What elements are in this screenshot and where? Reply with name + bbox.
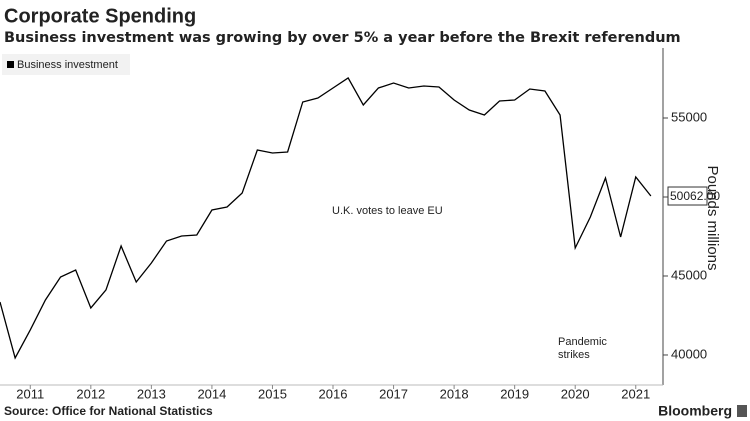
y-tick-label: 45000 [671, 267, 707, 282]
legend-label: Business investment [17, 59, 118, 71]
x-tick-label: 2018 [440, 386, 469, 401]
y-tick-label: 40000 [671, 346, 707, 361]
annotation: Pandemic strikes [558, 336, 607, 361]
y-tick-label: 55000 [671, 109, 707, 124]
y-axis-label: Pounds millions [704, 165, 721, 270]
chart-subtitle: Business investment was growing by over … [4, 30, 681, 46]
source: Source: Office for National Statistics [4, 404, 213, 418]
x-tick-label: 2012 [76, 386, 105, 401]
line-series [0, 77, 652, 360]
x-tick-label: 2014 [197, 386, 226, 401]
x-tick-label: 2019 [500, 386, 529, 401]
chart-title: Corporate Spending [4, 5, 196, 27]
x-tick-label: 2017 [379, 386, 408, 401]
x-tick-label: 2016 [319, 386, 348, 401]
legend-box [2, 54, 130, 75]
x-tick-label: 2015 [258, 386, 287, 401]
value-label: 50062.00 [670, 189, 720, 203]
x-tick-label: 2011 [16, 386, 44, 401]
last-value-box [667, 186, 708, 206]
annotation: U.K. votes to leave EU [332, 205, 443, 217]
brand: Bloomberg [658, 403, 732, 419]
x-tick-label: 2013 [137, 386, 166, 401]
brand-icon [737, 405, 747, 417]
x-tick-label: 2020 [561, 386, 590, 401]
legend-swatch [7, 61, 14, 68]
x-tick-label: 2021 [621, 386, 650, 401]
legend: Business investment [2, 54, 130, 75]
